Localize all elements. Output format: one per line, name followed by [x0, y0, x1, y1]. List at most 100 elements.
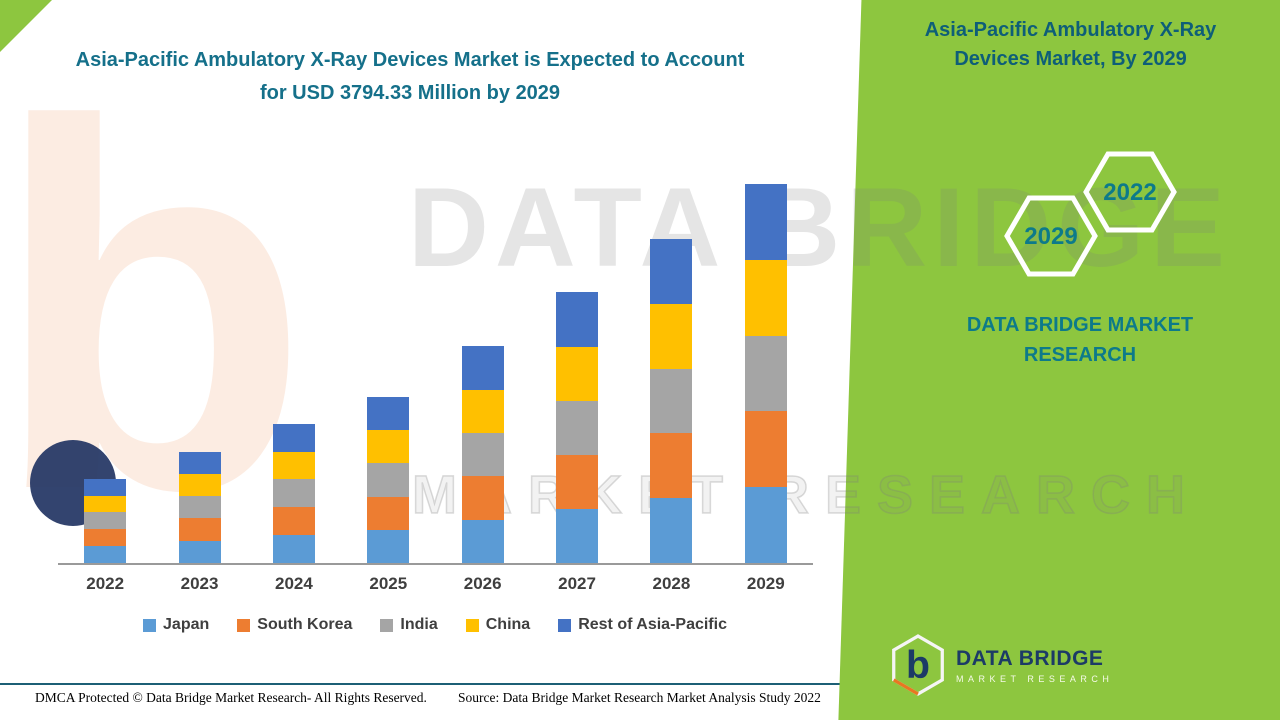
panel-title: Asia-Pacific Ambulatory X-Ray Devices Ma…	[924, 19, 1217, 70]
segment-india	[367, 463, 410, 497]
bar-slot	[58, 182, 152, 563]
legend-swatch	[380, 618, 394, 632]
segment-japan	[744, 487, 787, 563]
legend-swatch	[465, 618, 479, 632]
segment-japan	[556, 508, 599, 563]
segment-china	[178, 473, 221, 497]
segment-japan	[272, 535, 315, 563]
segment-china	[556, 346, 599, 401]
segment-south-korea	[650, 433, 693, 499]
logo-letter: b	[906, 644, 930, 687]
legend-item-south-korea: South Korea	[237, 616, 352, 634]
legend-item-rest-of-asia-pacific: Rest of Asia-Pacific	[558, 616, 727, 634]
logo-subtitle: MARKET RESEARCH	[956, 673, 1114, 684]
segment-japan	[84, 546, 127, 563]
segment-india	[650, 368, 693, 434]
segment-rest-of-asia-pacific	[556, 292, 599, 347]
segment-china	[650, 303, 693, 369]
bar-slot	[624, 182, 718, 563]
segment-japan	[461, 519, 504, 563]
corner-accent	[0, 0, 52, 52]
segment-south-korea	[272, 507, 315, 536]
legend-item-india: India	[380, 616, 438, 634]
stacked-bar-2022	[84, 478, 127, 563]
segment-rest-of-asia-pacific	[178, 451, 221, 474]
segment-india	[461, 432, 504, 477]
source-text: Source: Data Bridge Market Research Mark…	[458, 690, 821, 705]
segment-japan	[178, 540, 221, 563]
segment-rest-of-asia-pacific	[272, 423, 315, 452]
segment-china	[84, 495, 127, 513]
segment-japan	[650, 498, 693, 563]
dbmr-logo: b DATA BRIDGE MARKET RESEARCH	[890, 634, 1113, 696]
x-axis-label: 2026	[463, 574, 502, 593]
legend-label: Japan	[163, 616, 210, 633]
segment-china	[272, 451, 315, 480]
segment-south-korea	[367, 496, 410, 530]
bar-slot	[530, 182, 624, 563]
stacked-bar-2027	[556, 292, 599, 563]
segment-rest-of-asia-pacific	[461, 346, 504, 390]
bar-slot	[152, 182, 246, 563]
hexagon-front	[1004, 195, 1098, 277]
segment-china	[461, 389, 504, 433]
segment-rest-of-asia-pacific	[367, 396, 410, 430]
legend-label: India	[400, 616, 438, 633]
segment-rest-of-asia-pacific	[744, 184, 787, 260]
footer-divider	[0, 683, 1280, 685]
legend-label: Rest of Asia-Pacific	[578, 616, 727, 633]
x-axis-label: 2027	[558, 574, 596, 593]
x-axis-labels: 2022 2023 2024 2025 2026 2027 2028 2029	[58, 574, 813, 594]
legend-item-japan: Japan	[143, 616, 209, 634]
brand-text: DATA BRIDGE MARKET RESEARCH	[966, 314, 1194, 366]
x-axis-label: 2029	[746, 574, 785, 593]
logo-text: DATA BRIDGE MARKET RESEARCH	[956, 647, 1113, 684]
chart-title: Asia-Pacific Ambulatory X-Ray Devices Ma…	[75, 49, 745, 104]
stacked-bar-2025	[367, 396, 410, 563]
bar-slot	[341, 182, 435, 563]
segment-south-korea	[744, 411, 787, 488]
segment-japan	[367, 529, 410, 563]
x-axis-label: 2024	[275, 574, 313, 593]
logo-name: DATA BRIDGE	[956, 646, 1104, 670]
segment-india	[84, 512, 127, 530]
segment-south-korea	[556, 454, 599, 509]
x-axis-label: 2023	[180, 574, 219, 593]
segment-south-korea	[461, 476, 504, 520]
logo-hexagon-icon: b	[892, 634, 944, 696]
legend-label: South Korea	[257, 616, 353, 633]
segment-china	[744, 259, 787, 336]
segment-india	[744, 335, 787, 412]
bar-slot	[247, 182, 341, 563]
segment-china	[367, 430, 410, 464]
x-axis-label: 2028	[652, 574, 691, 593]
stacked-bar-2024	[272, 423, 315, 563]
dmca-text: DMCA Protected © Data Bridge Market Rese…	[35, 690, 427, 705]
bar-chart	[58, 182, 813, 565]
stacked-bar-2029	[744, 184, 787, 563]
legend: Japan South Korea India China Rest of Asia-P…	[40, 616, 830, 634]
legend-swatch	[558, 618, 572, 632]
segment-india	[178, 496, 221, 519]
segment-south-korea	[84, 529, 127, 547]
segment-rest-of-asia-pacific	[84, 478, 127, 496]
segment-india	[556, 400, 599, 455]
legend-label: China	[485, 616, 531, 633]
hexagon-year-front: 2029	[1024, 223, 1077, 250]
x-axis-label: 2022	[86, 574, 125, 593]
segment-south-korea	[178, 518, 221, 541]
stacked-bar-2026	[461, 346, 504, 563]
hexagon-back	[1083, 151, 1177, 233]
stacked-bar-2028	[650, 238, 693, 563]
legend-swatch	[143, 618, 157, 632]
bar-slot	[436, 182, 530, 563]
year-hexagons: 2022 2029	[1004, 151, 1177, 277]
legend-item-china: China	[465, 616, 531, 634]
x-axis-label: 2025	[369, 574, 408, 593]
stacked-bar-2023	[178, 451, 221, 563]
bar-slot	[719, 182, 813, 563]
legend-swatch	[237, 618, 251, 632]
segment-india	[272, 479, 315, 508]
